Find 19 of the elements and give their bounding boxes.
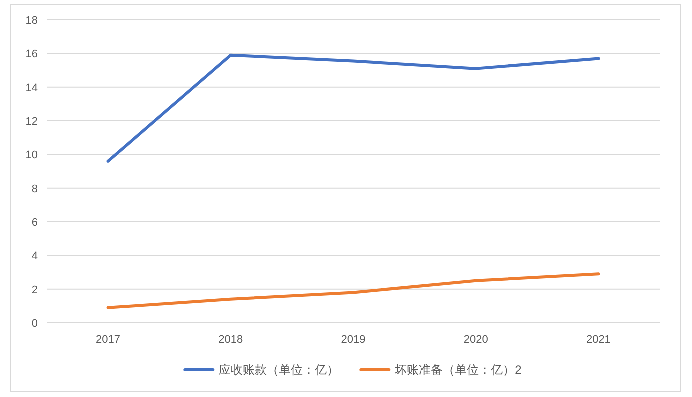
legend-label: 坏账准备（单位：亿）2 xyxy=(394,363,522,377)
legend-label: 应收账款（单位：亿） xyxy=(219,363,340,377)
y-tick-label: 12 xyxy=(26,116,38,128)
y-tick-label: 6 xyxy=(32,217,38,229)
y-tick-label: 8 xyxy=(32,183,38,196)
y-tick-label: 0 xyxy=(32,318,38,330)
x-tick-label: 2017 xyxy=(96,334,121,346)
x-tick-label: 2021 xyxy=(586,334,611,346)
x-tick-label: 2020 xyxy=(464,334,488,346)
line-series xyxy=(106,272,600,310)
y-tick-label: 14 xyxy=(26,82,38,94)
y-tick-label: 10 xyxy=(26,150,38,162)
x-tick-label: 2019 xyxy=(341,334,366,346)
y-tick-label: 18 xyxy=(26,15,38,27)
x-tick-label: 2018 xyxy=(218,334,244,346)
line-series xyxy=(106,54,600,163)
y-tick-label: 2 xyxy=(32,284,38,296)
y-tick-label: 4 xyxy=(32,250,38,263)
y-tick-label: 16 xyxy=(26,48,38,61)
